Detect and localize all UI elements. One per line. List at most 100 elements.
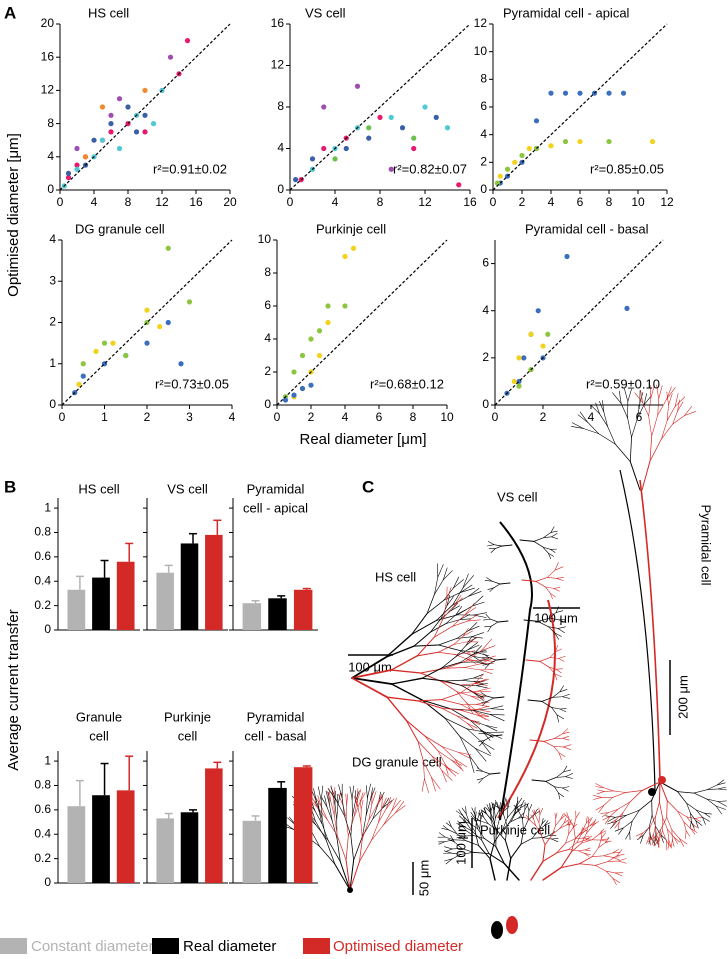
neurite	[445, 766, 459, 775]
neurite	[543, 532, 552, 538]
data-point	[411, 135, 417, 141]
neurite	[441, 828, 450, 831]
neurite	[426, 593, 435, 614]
data-point	[399, 125, 406, 131]
neurite	[336, 835, 347, 861]
neurite	[507, 808, 515, 818]
neurite	[648, 814, 653, 828]
data-point	[91, 137, 97, 143]
y-tick-label: 4	[277, 141, 284, 155]
neurite	[421, 778, 425, 792]
panel-label: C	[362, 477, 374, 496]
x-tick-label: 12	[418, 195, 432, 209]
neurite	[530, 860, 544, 881]
neurite	[598, 838, 602, 848]
data-point	[521, 355, 527, 361]
data-point	[125, 104, 131, 110]
neurite	[440, 707, 461, 711]
bar	[67, 806, 86, 883]
neurite	[462, 630, 474, 637]
neurite	[335, 799, 345, 817]
neurite	[365, 797, 368, 816]
neurite	[438, 841, 446, 845]
neurite	[316, 801, 323, 819]
neurite	[385, 798, 395, 810]
neurite	[539, 808, 543, 815]
data-point	[562, 90, 569, 96]
neurite	[565, 776, 573, 779]
data-point	[545, 331, 551, 337]
data-point	[577, 90, 583, 96]
neurite	[573, 826, 576, 839]
data-point	[299, 352, 306, 359]
neurite	[592, 821, 599, 827]
chart-title: VS cell	[167, 481, 208, 496]
neurite	[677, 791, 695, 794]
soma	[347, 887, 353, 893]
neurite	[338, 784, 343, 799]
neurite	[421, 667, 443, 679]
neurite	[434, 579, 444, 595]
neurite	[493, 802, 496, 811]
neurite	[683, 821, 691, 829]
bar	[116, 561, 135, 630]
neurite	[426, 599, 445, 614]
neurite	[612, 851, 621, 854]
legend-label: Real diameter	[183, 938, 276, 955]
neurite	[433, 626, 453, 638]
neurite	[468, 719, 481, 726]
neurite	[486, 544, 495, 547]
neurite	[499, 810, 504, 820]
data-point	[577, 138, 583, 145]
neurite	[558, 655, 566, 659]
neurite	[453, 641, 468, 645]
neurite	[667, 829, 670, 841]
data-point	[377, 114, 383, 120]
neurite	[548, 626, 559, 629]
legend-swatch	[152, 938, 179, 954]
bar	[156, 572, 174, 630]
neurite	[531, 779, 547, 782]
neurite	[616, 812, 624, 820]
neurite	[331, 820, 338, 840]
neurite	[481, 701, 488, 703]
neurite	[666, 816, 673, 831]
neurite	[487, 587, 495, 590]
neurite	[550, 549, 556, 553]
neurite	[545, 586, 551, 594]
neurite	[478, 777, 484, 784]
y-tick-label: 8	[480, 72, 487, 86]
neurite	[529, 739, 545, 742]
neurite	[557, 628, 565, 634]
cell-label: DG granule cell	[352, 754, 442, 769]
neurite	[431, 776, 436, 792]
neurite	[591, 834, 600, 841]
neurite	[581, 832, 587, 844]
neurite	[657, 398, 659, 416]
neurite	[472, 851, 490, 855]
neurite	[483, 838, 497, 847]
x-tick-label: 0	[57, 195, 64, 209]
neurite	[475, 819, 479, 830]
neurite	[610, 821, 618, 829]
neurite	[480, 812, 484, 821]
neurite	[531, 810, 536, 816]
neurite	[588, 816, 593, 825]
neurite	[545, 776, 557, 782]
neurite	[478, 809, 480, 817]
neurite	[554, 786, 559, 794]
neurite	[334, 863, 351, 891]
neurite	[513, 807, 521, 816]
neurite	[560, 815, 566, 820]
neurite	[350, 815, 353, 837]
neurite	[464, 603, 475, 616]
neurite	[554, 562, 559, 571]
neurite	[475, 661, 488, 665]
neurite	[378, 808, 387, 823]
neurite	[353, 795, 359, 809]
chart-title: VS cell	[305, 5, 346, 20]
neurite	[445, 614, 457, 624]
neurite	[618, 812, 624, 823]
neurite	[514, 808, 521, 815]
neurite	[695, 809, 703, 818]
